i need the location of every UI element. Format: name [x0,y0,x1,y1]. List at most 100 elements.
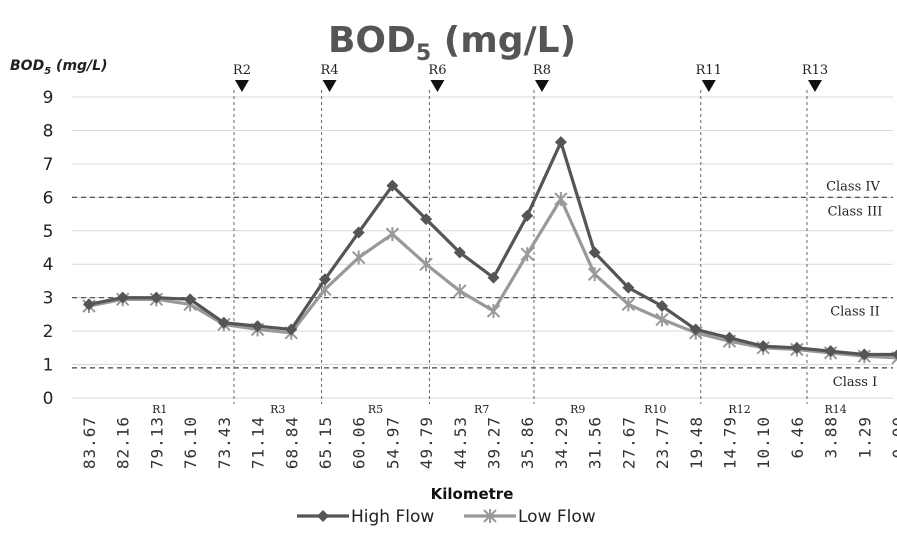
x-tick-label: 60.06 [350,416,369,469]
data-point [116,291,129,304]
data-point [622,281,635,294]
x-axis-label: Kilometre [431,485,514,503]
data-point [453,246,466,259]
series-line [88,140,897,357]
x-tick-label: 54.97 [383,416,402,469]
data-point [419,257,433,272]
data-point [858,348,871,361]
segment-label: R1 [152,403,167,416]
x-tick-label: 39.27 [485,416,504,469]
data-point [520,247,534,262]
reservoir-marker-label: R2 [233,63,251,78]
down-triangle-icon [534,80,549,92]
y-tick-label: 0 [43,389,54,409]
x-tick-label: 35.86 [518,416,537,469]
segment-label: R7 [474,403,489,416]
data-point [453,283,467,298]
data-point [587,267,602,282]
class-label: Class I [833,375,877,390]
reservoir-marker-label: R13 [802,63,828,78]
data-point [621,297,636,312]
x-tick-label: 83.67 [80,416,99,469]
data-point [588,246,601,259]
reservoir-marker-label: R6 [428,63,446,78]
data-point [723,331,736,344]
data-point [150,291,163,304]
y-tick-label: 9 [43,88,54,108]
down-triangle-icon [807,80,822,92]
y-tick-label: 5 [43,222,54,242]
class-lines: Class IV Class III Class II Class I [72,179,893,390]
y-tick-label: 6 [43,188,54,208]
x-tick-label: 73.43 [215,416,234,469]
data-point [554,136,567,149]
y-tick-label: 8 [43,121,54,141]
reservoir-marker-label: R11 [696,63,722,78]
x-tick-label: 23.77 [653,416,672,469]
series-layer [82,136,897,365]
data-point [386,179,399,192]
x-tick-label: 27.67 [619,416,638,469]
legend-label: Low Flow [518,507,596,527]
data-point [656,300,669,313]
data-point [757,340,770,353]
data-point [318,273,331,286]
data-point [83,298,95,311]
reservoir-marker-label: R8 [533,63,551,78]
x-tick-label: 44.53 [451,416,470,469]
data-point [689,323,702,336]
y-tick-label: 1 [43,356,54,376]
legend-item: High Flow [297,507,434,527]
y-tick-label: 4 [43,255,54,275]
class-label: Class II [830,305,880,320]
x-tick-label: 71.14 [249,416,268,469]
data-point [487,271,500,284]
x-tick-label: 49.79 [417,416,436,469]
data-point [790,341,803,354]
segment-label: R9 [570,403,585,416]
reservoir-markers: R2 R4 R6 R8 R11 R13 [233,63,828,404]
down-triangle-icon [322,80,337,92]
segment-label: R14 [824,403,846,416]
class-label: Class III [828,204,883,219]
data-point [554,192,568,207]
x-tick-label: 76.10 [181,416,200,469]
y-ticks: 0 1 2 3 4 5 6 7 8 9 [43,88,54,409]
down-triangle-icon [234,80,249,92]
segment-labels: R1 R3 R5 R7 R9 R10 R12 R14 [152,403,847,416]
x-tick-label: 19.48 [687,416,706,469]
data-point [655,312,669,327]
y-tick-label: 7 [43,155,54,175]
data-point [351,250,366,265]
legend-label: High Flow [351,507,434,527]
grid-layer [72,96,893,399]
segment-label: R10 [644,403,666,416]
data-point [420,213,433,226]
x-tick-label: 1.29 [855,416,874,459]
x-tick-label: 14.79 [720,416,739,469]
reservoir-marker-label: R4 [321,63,339,78]
data-point [824,345,837,358]
x-tick-label: 0.00 [889,416,897,459]
segment-label: R12 [728,403,750,416]
segment-label: R5 [368,403,383,416]
data-point [184,293,197,306]
down-triangle-icon [430,80,445,92]
x-tick-label: 65.15 [316,416,335,469]
x-tick-label: 68.84 [282,416,301,469]
legend-diamond-icon [317,510,329,522]
x-ticks: 83.67 82.16 79.13 76.10 73.43 71.14 68.84 65.15… [80,416,897,469]
data-point [352,226,365,239]
class-label: Class IV [826,179,880,194]
down-triangle-icon [701,80,716,92]
data-point [521,209,534,222]
x-tick-label: 6.46 [788,416,807,459]
data-point [217,316,230,329]
x-tick-label: 3.88 [822,416,841,459]
legend-item: Low Flow [464,507,596,527]
data-point [251,320,264,333]
segment-label: R3 [270,403,285,416]
x-tick-label: 31.56 [586,416,605,469]
x-tick-label: 34.29 [552,416,571,469]
